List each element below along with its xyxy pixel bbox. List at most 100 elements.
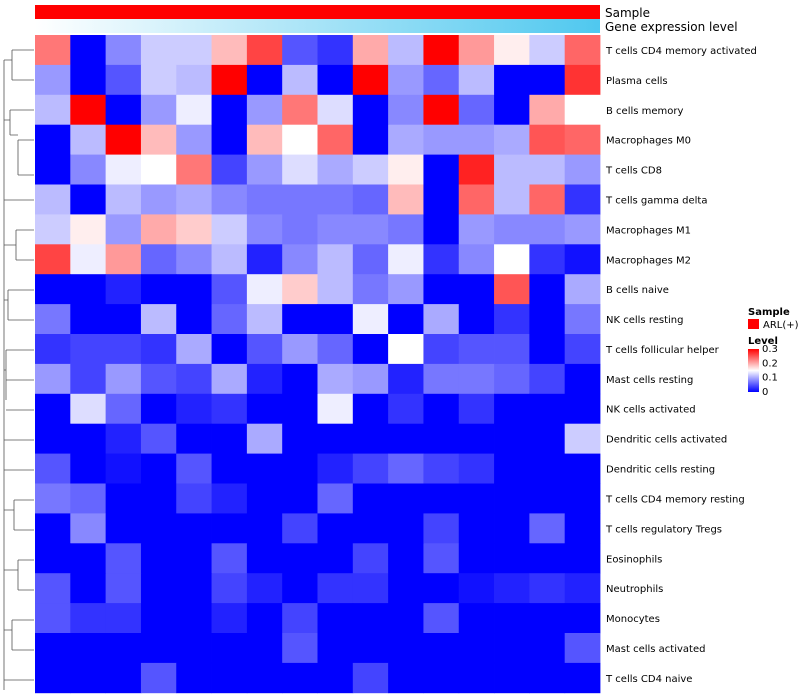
heatmap-cell: [564, 274, 601, 305]
heatmap-cell: [564, 184, 601, 215]
heatmap-cell: [529, 274, 566, 305]
heatmap-cell: [388, 35, 424, 66]
heatmap-cell: [140, 633, 177, 664]
gene-expression-annotation-bar: [35, 19, 600, 33]
heatmap-cell: [246, 274, 283, 305]
row-label: Monocytes: [606, 614, 660, 625]
heatmap-cell: [529, 633, 566, 664]
heatmap-cell: [70, 633, 107, 664]
heatmap-cell: [35, 184, 71, 215]
heatmap-cell: [105, 543, 142, 574]
heatmap-cell: [211, 513, 248, 544]
heatmap-cell: [388, 543, 424, 574]
heatmap-cell: [352, 513, 389, 544]
heatmap-cell: [494, 334, 530, 365]
heatmap-cell: [246, 154, 283, 185]
heatmap-cell: [494, 483, 530, 514]
heatmap-cell: [246, 423, 283, 454]
heatmap-cell: [352, 154, 389, 185]
heatmap-cell: [35, 603, 71, 634]
heatmap-cell: [388, 363, 424, 395]
heatmap-cell: [211, 363, 248, 395]
heatmap-cell: [564, 94, 601, 126]
heatmap-cell: [388, 304, 424, 335]
heatmap-cell: [105, 633, 142, 664]
heatmap-cell: [246, 94, 283, 126]
heatmap-cell: [317, 633, 354, 664]
heatmap-cell: [176, 64, 212, 96]
heatmap-cell: [494, 124, 530, 155]
heatmap-cell: [211, 543, 248, 574]
heatmap-cell: [494, 633, 530, 664]
heatmap-cell: [246, 662, 283, 694]
heatmap-cell: [458, 334, 495, 365]
row-label: NK cells activated: [606, 405, 696, 416]
heatmap-cell: [317, 184, 354, 215]
heatmap-cell: [564, 35, 601, 66]
heatmap-cell: [423, 334, 460, 365]
heatmap-cell: [388, 154, 424, 185]
heatmap-cell: [494, 214, 530, 245]
heatmap-cell: [529, 662, 566, 694]
heatmap-cell: [70, 334, 107, 365]
row-label: Macrophages M2: [606, 255, 691, 266]
heatmap-cell: [458, 513, 495, 544]
heatmap-cell: [494, 363, 530, 395]
heatmap-cell: [529, 603, 566, 634]
heatmap-cell: [70, 603, 107, 634]
heatmap-cell: [70, 274, 107, 305]
heatmap-cell: [423, 154, 460, 185]
heatmap-cell: [282, 124, 318, 155]
heatmap-cell: [388, 453, 424, 484]
sample-annotation-bar: [35, 5, 600, 19]
row-label: B cells naive: [606, 285, 669, 296]
heatmap-cell: [458, 423, 495, 454]
row-label: Dendritic cells activated: [606, 435, 727, 446]
heatmap-cell: [423, 64, 460, 96]
heatmap-cell: [529, 64, 566, 96]
heatmap-cell: [564, 154, 601, 185]
heatmap-cell: [529, 94, 566, 126]
heatmap-cell: [388, 423, 424, 454]
heatmap-cell: [70, 35, 107, 66]
legend-sample-title: Sample: [748, 307, 790, 318]
heatmap-cell: [564, 214, 601, 245]
heatmap-cell: [246, 244, 283, 275]
heatmap-cell: [423, 274, 460, 305]
heatmap-cell: [529, 393, 566, 425]
heatmap-cell: [494, 184, 530, 215]
heatmap-cell: [35, 513, 71, 544]
heatmap-cell: [211, 304, 248, 335]
heatmap-cell: [529, 244, 566, 275]
heatmap-cell: [211, 573, 248, 604]
heatmap-cell: [423, 573, 460, 604]
heatmap-cell: [140, 154, 177, 185]
heatmap-cell: [176, 124, 212, 155]
heatmap-cell: [35, 64, 71, 96]
heatmap-cell: [35, 573, 71, 604]
heatmap-cell: [317, 124, 354, 155]
heatmap-cell: [388, 662, 424, 694]
heatmap-cell: [423, 393, 460, 425]
heatmap-cell: [211, 244, 248, 275]
heatmap-cell: [176, 363, 212, 395]
row-label: Neutrophils: [606, 584, 663, 595]
heatmap-cell: [352, 124, 389, 155]
heatmap-cell: [140, 124, 177, 155]
heatmap-cell: [458, 543, 495, 574]
heatmap-cell: [458, 184, 495, 215]
heatmap-cell: [458, 35, 495, 66]
heatmap-cell: [246, 543, 283, 574]
legend-sample-entry: ARL(+): [763, 320, 799, 331]
heatmap-cell: [70, 184, 107, 215]
heatmap-cell: [176, 35, 212, 66]
heatmap-cell: [105, 304, 142, 335]
heatmap-cell: [317, 214, 354, 245]
legend-sample-swatch: [748, 319, 759, 329]
heatmap-cell: [423, 304, 460, 335]
heatmap-cell: [458, 633, 495, 664]
heatmap-cell: [140, 423, 177, 454]
heatmap-cell: [494, 244, 530, 275]
heatmap-cell: [70, 453, 107, 484]
